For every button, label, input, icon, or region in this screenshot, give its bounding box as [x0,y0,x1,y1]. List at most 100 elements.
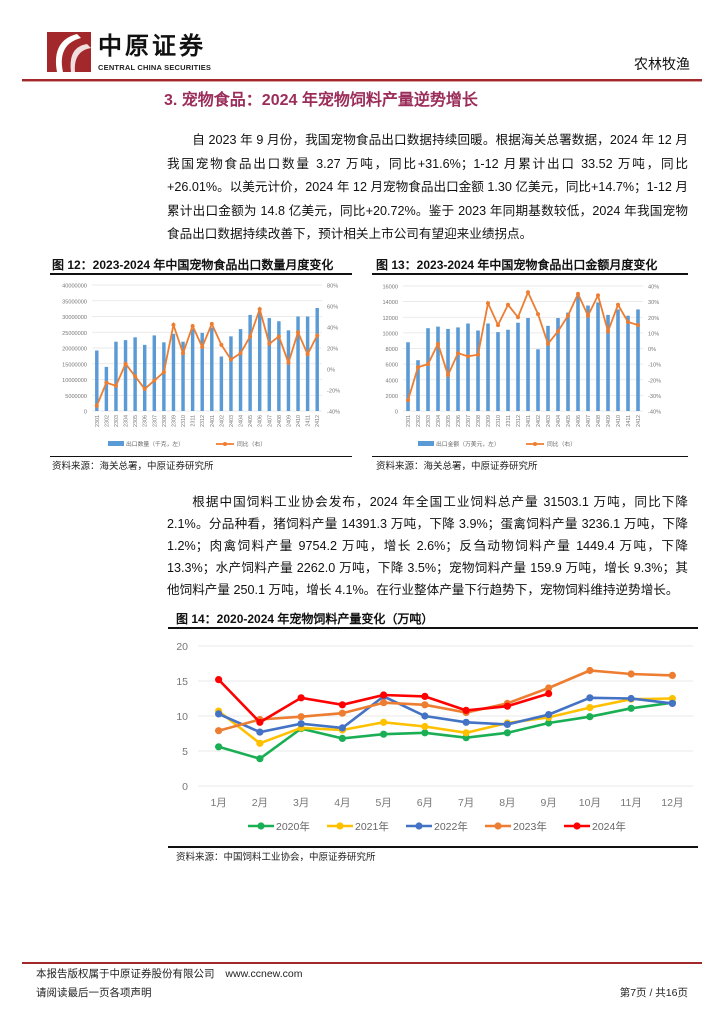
right-axis-tick-label: -40% [327,409,340,415]
series-point [545,711,553,719]
yoy-point [536,311,540,316]
right-axis-tick-label: -20% [327,388,340,394]
series-point [215,676,223,684]
copyright-text: 本报告版权属于中原证券股份有限公司 [36,968,215,980]
x-axis-tick-label: 8月 [499,797,515,809]
bar [456,326,460,411]
bar [526,317,530,411]
bar [426,327,430,411]
yoy-point [496,322,500,327]
bar [616,308,620,411]
yoy-point [626,319,630,324]
x-axis-tick-label: 2310 [181,415,187,427]
yoy-point [486,300,490,305]
bar [190,328,195,411]
left-axis-tick-label: 5000000 [65,393,87,399]
bar [466,323,470,411]
x-axis-tick-label: 2407 [586,415,592,427]
main-content: 3. 宠物食品：2024 年宠物饲料产量逆势增长 自 2023 年 9 月份，我… [0,90,724,864]
right-axis-tick-label: 0% [648,347,656,353]
figure-12-source: 资料来源：海关总署，中原证券研究所 [52,461,214,472]
yoy-point [296,329,301,334]
left-axis-tick-label: 40000000 [62,283,87,289]
x-axis-tick-label: 2302 [104,415,110,427]
yoy-point [546,341,550,346]
bar [267,317,272,411]
bar [219,356,224,411]
footer-notice: 请阅读最后一页各项声明 [36,987,152,999]
website-link[interactable]: www.ccnew.com [225,968,303,980]
y-axis-tick-label: 10 [176,711,188,723]
series-point [421,692,429,700]
legend-label: 2023年 [513,820,547,833]
bar [181,341,185,411]
x-axis-tick-label: 2401 [210,415,216,427]
y-axis-tick-label: 5 [182,746,188,758]
series-line [218,669,673,732]
yoy-point [576,291,580,296]
paragraph-text: 根据中国饲料工业协会发布，2024 年全国工业饲料总产量 31503.1 万吨，… [167,495,688,597]
logo-text-cn: 中原证券 [98,31,206,60]
x-axis-tick-label: 4月 [334,797,350,809]
bar [566,312,570,411]
yoy-point [556,328,560,333]
yoy-point [616,302,620,307]
yoy-point [305,351,310,356]
x-axis-tick-label: 2311 [191,415,197,427]
right-axis-tick-label: 10% [648,331,659,337]
legend-label: 2022年 [434,820,468,833]
bar [416,359,420,411]
x-axis-tick-label: 2月 [252,797,268,809]
x-axis-tick-label: 2404 [239,415,245,427]
yoy-point [596,292,600,297]
yoy-point [94,403,99,408]
yoy-line [407,289,639,400]
x-axis-tick-label: 10月 [579,797,601,809]
left-axis-tick-label: 10000 [382,331,398,337]
x-axis-tick-label: 2409 [286,415,292,427]
figure-14: 图 14：2020-2024 年宠物饲料产量变化（万吨） 0 5 10 15 20 1月 2… [160,611,698,864]
left-axis-tick-label: 4000 [386,378,398,384]
yoy-point [104,380,109,385]
x-axis-tick-label: 2307 [152,415,158,427]
yoy-point [200,344,205,349]
left-axis-tick-label: 14000 [382,300,398,306]
series-point [256,755,264,763]
bar [586,305,590,411]
figure-14-source: 资料来源：中国饲料工业协会，中原证券研究所 [176,851,376,863]
series-point [421,701,429,709]
paragraph-feed: 根据中国饲料工业协会发布，2024 年全国工业饲料总产量 31503.1 万吨，… [167,491,688,601]
series-point [668,671,676,679]
paragraph-text: 自 2023 年 9 月份，我国宠物食品出口数据持续回暖。根据海关总署数据，20… [167,133,688,241]
right-axis-tick-label: -10% [648,362,661,368]
yoy-point [506,302,510,307]
right-axis-tick-label: 0% [327,367,335,373]
x-axis-tick-label: 2308 [162,415,168,427]
bar [95,350,99,411]
x-axis-tick-label: 3月 [293,797,309,809]
footer-copyright: 本报告版权属于中原证券股份有限公司 www.ccnew.com [36,967,302,981]
left-axis-tick-label: 15000000 [62,362,87,368]
legend-label: 同比（右） [237,440,266,448]
right-axis-tick-label: 20% [327,346,338,352]
series-point [338,734,346,742]
x-axis-tick-label: 2406 [576,415,582,427]
yoy-point [466,353,470,358]
right-axis-tick-label: 40% [648,284,659,290]
x-axis-tick-label: 2408 [596,415,602,427]
yoy-point [276,333,281,338]
bar [171,333,176,411]
bar [315,307,319,411]
series-point [297,694,305,702]
yoy-point [238,350,243,355]
x-axis-tick-label: 7月 [458,797,474,809]
yoy-point [436,341,440,346]
yoy-point [161,369,166,374]
legend-marker [415,822,423,830]
series-point [215,743,223,751]
x-axis-tick-label: 2307 [466,415,472,427]
x-axis-tick-label: 2308 [476,415,482,427]
series-point [256,739,264,747]
series-line [218,694,673,734]
legend-label: 同比（右） [547,440,576,448]
